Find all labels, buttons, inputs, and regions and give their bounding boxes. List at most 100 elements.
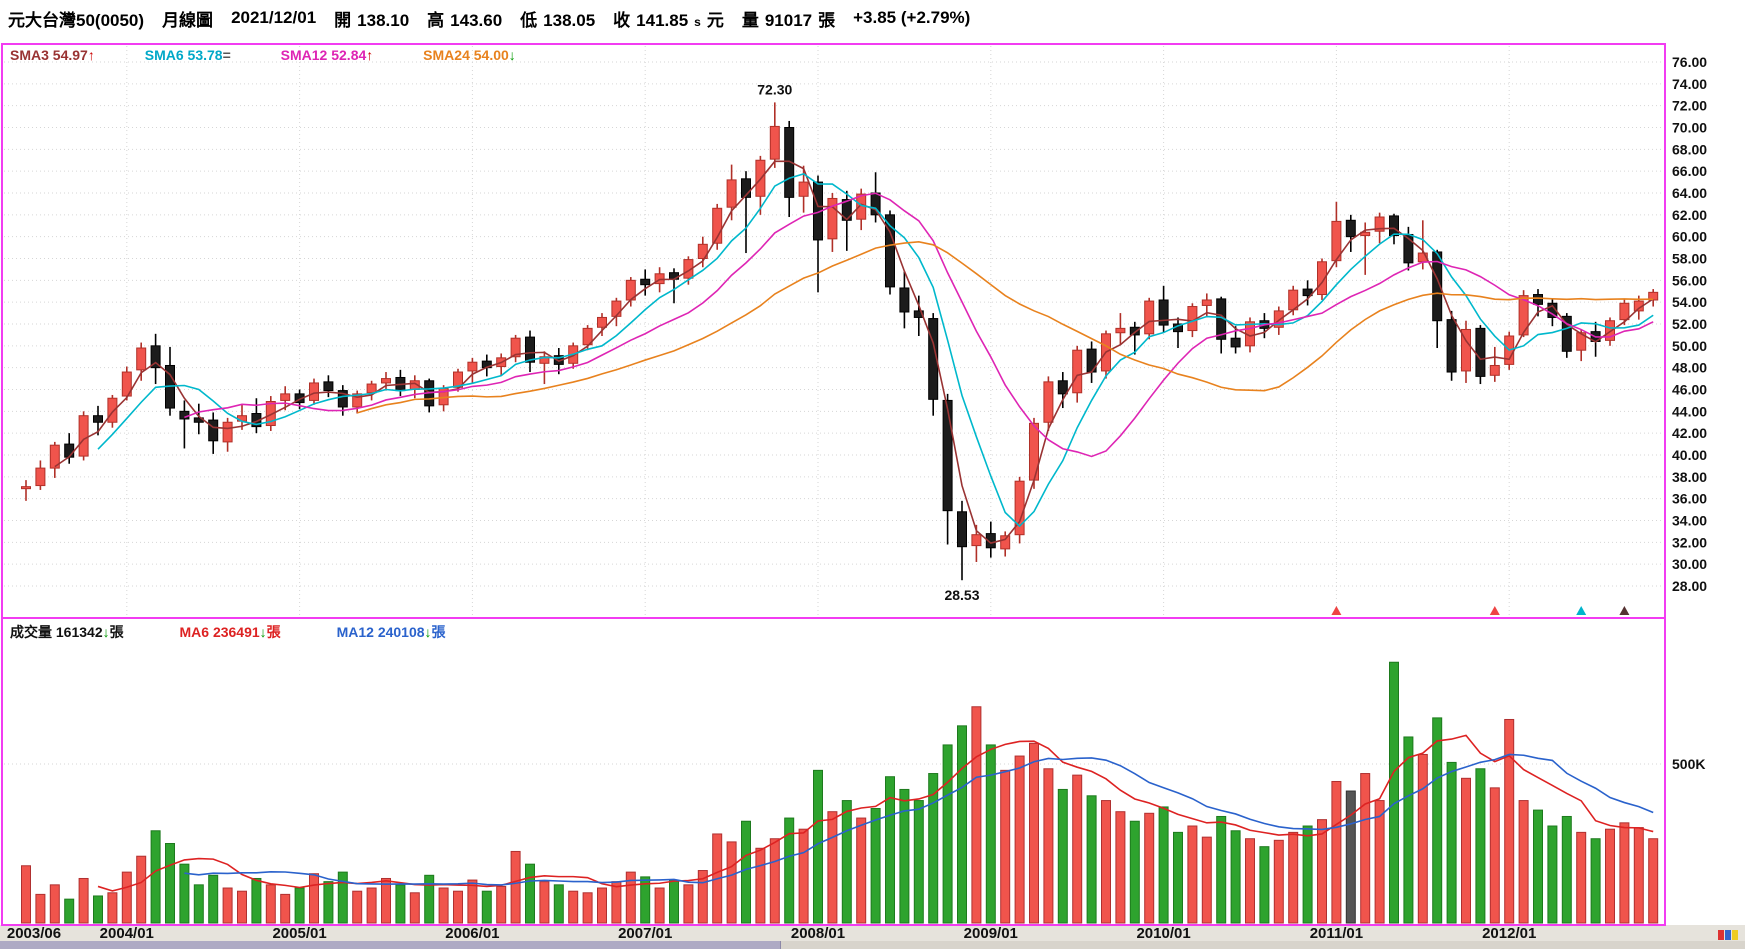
svg-text:76.00: 76.00 [1672,54,1707,70]
svg-text:50.00: 50.00 [1672,338,1707,354]
price-gridlines [4,46,1663,765]
sma24-trend-icon: ↓ [508,47,516,63]
svg-text:56.00: 56.00 [1672,272,1707,288]
pane-frames [1,43,1666,926]
svg-text:38.00: 38.00 [1672,469,1707,485]
candlesticks [21,102,1659,581]
svg-text:42.00: 42.00 [1672,425,1707,441]
price-sma3-line [54,160,1654,544]
sma12-label: SMA12 [280,47,328,63]
app-logo-icon [1718,930,1740,942]
sma24-value: 54.00 [473,47,509,63]
vol-ma12-trend-icon: ↓ [424,624,432,640]
close-flag: s [694,14,701,29]
price-annotations: 72.30 28.53 [757,81,979,603]
svg-text:2009/01: 2009/01 [964,925,1018,942]
high-annotation: 72.30 [757,81,792,97]
price-ma-legend: SMA3 54.97↑ SMA6 53.78= SMA12 52.84↑ SMA… [10,47,562,63]
high-value: 143.60 [450,10,503,30]
volume-bars [21,661,1659,924]
turnover-value: 161342 [55,624,103,640]
sma3-trend-icon: ↑ [87,47,95,63]
vol-ma6-unit: 張 [266,624,281,640]
volume-ma12-line [184,753,1654,886]
event-markers [1331,606,1630,615]
turnover-label: 成交量 [10,624,52,640]
low-annotation: 28.53 [944,587,979,603]
svg-text:66.00: 66.00 [1672,163,1707,179]
vol-ma12-label: MA12 [336,624,374,640]
scrollbar-thumb[interactable] [0,941,781,949]
high-label: 高 [427,10,445,30]
sma12-value: 52.84 [331,47,367,63]
svg-text:64.00: 64.00 [1672,185,1707,201]
open-label: 開 [334,10,352,30]
svg-text:62.00: 62.00 [1672,207,1707,223]
vol-ma12-unit: 張 [431,624,446,640]
svg-text:28.00: 28.00 [1672,578,1707,594]
svg-text:72.00: 72.00 [1672,98,1707,114]
svg-text:44.00: 44.00 [1672,403,1707,419]
svg-text:2008/01: 2008/01 [791,925,845,942]
svg-text:52.00: 52.00 [1672,316,1707,332]
price-sma12-line [184,192,1654,458]
volume-axis-label: 500K [1672,756,1705,772]
vol-ma6-trend-icon: ↓ [259,624,267,640]
low-label: 低 [520,10,538,30]
svg-text:2006/01: 2006/01 [445,925,499,942]
sma12-trend-icon: ↑ [366,47,374,63]
sma3-value: 54.97 [52,47,88,63]
volume-unit: 張 [818,10,836,30]
svg-text:54.00: 54.00 [1672,294,1707,310]
sma24-label: SMA24 [423,47,470,63]
volume-label: 量 [741,10,759,30]
svg-text:2003/06: 2003/06 [7,925,61,942]
svg-text:60.00: 60.00 [1672,229,1707,245]
svg-text:58.00: 58.00 [1672,251,1707,267]
svg-text:68.00: 68.00 [1672,141,1707,157]
x-axis-strip [0,925,1745,941]
vol-ma6-value: 236491 [212,624,260,640]
open-value: 138.10 [357,10,410,30]
volume-legend: 成交量 161342↓張 MA6 236491↓張 MA12 240108↓張 [10,622,498,642]
change-value: +3.85 (+2.79%) [853,8,971,27]
turnover-unit: 張 [109,624,124,640]
chart-period-type[interactable]: 月線圖 [162,10,214,30]
price-sma24-line [356,241,1654,414]
x-axis-labels: 2003/06 2004/01 2005/01 2006/01 2007/01 2008/… [7,925,1536,942]
close-unit: 元 [706,10,724,30]
price-sma6-line [97,173,1654,528]
price-ma-lines [54,160,1654,544]
svg-text:32.00: 32.00 [1672,534,1707,550]
svg-text:74.00: 74.00 [1672,76,1707,92]
sma3-label: SMA3 [10,47,49,63]
svg-text:2004/01: 2004/01 [100,925,154,942]
svg-text:2012/01: 2012/01 [1482,925,1536,942]
svg-text:2005/01: 2005/01 [272,925,326,942]
volume-ma-lines [97,734,1654,892]
low-value: 138.05 [543,10,596,30]
svg-text:36.00: 36.00 [1672,491,1707,507]
svg-text:2010/01: 2010/01 [1136,925,1190,942]
volume-value: 91017 [764,10,813,30]
svg-text:2011/01: 2011/01 [1310,925,1363,942]
svg-text:70.00: 70.00 [1672,120,1707,136]
vol-ma6-label: MA6 [179,624,210,640]
close-label: 收 [613,10,631,30]
svg-text:48.00: 48.00 [1672,360,1707,376]
svg-text:40.00: 40.00 [1672,447,1707,463]
header-bar: 元大台灣50(0050) 月線圖 2021/12/01 開 138.10 高 143… [0,0,1745,36]
sma6-label: SMA6 [144,47,184,63]
stock-name: 元大台灣50(0050) [8,10,145,30]
vol-ma12-value: 240108 [377,624,425,640]
quote-date: 2021/12/01 [231,8,317,27]
svg-text:30.00: 30.00 [1672,556,1707,572]
svg-text:46.00: 46.00 [1672,382,1707,398]
sma6-value: 53.78 [187,47,223,63]
price-axis-labels: 76.00 74.00 72.00 70.00 68.00 66.00 64.00 62.00… [1672,54,1707,772]
horizontal-scrollbar[interactable] [0,941,1745,949]
svg-text:34.00: 34.00 [1672,513,1707,529]
sma6-trend-icon: = [222,47,231,63]
